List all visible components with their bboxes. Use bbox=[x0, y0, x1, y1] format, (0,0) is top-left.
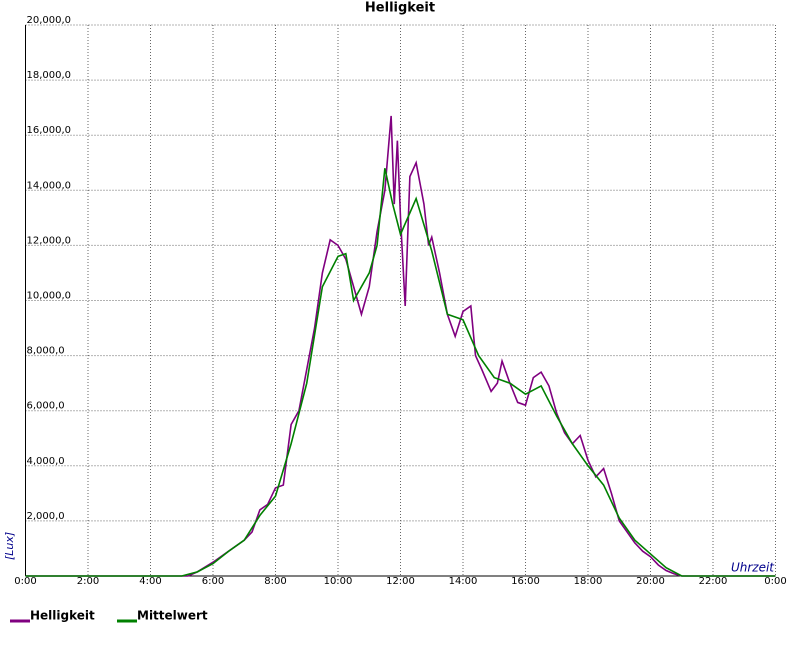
x-tick-label: 2:00 bbox=[77, 576, 99, 587]
x-tick-label: 14:00 bbox=[449, 576, 478, 587]
y-tick-label: 18,000,0 bbox=[27, 70, 72, 81]
y-tick-label: 8,000,0 bbox=[27, 346, 65, 357]
x-tick-label: 0:00 bbox=[14, 576, 36, 587]
x-tick-label: 12:00 bbox=[386, 576, 415, 587]
x-tick-label: 22:00 bbox=[699, 576, 728, 587]
x-tick-label: 18:00 bbox=[574, 576, 603, 587]
y-tick-label: 14,000,0 bbox=[27, 180, 72, 191]
legend-label: Mittelwert bbox=[137, 609, 208, 623]
x-tick-label: 4:00 bbox=[139, 576, 161, 587]
line-series bbox=[25, 168, 776, 577]
x-tick-label: 8:00 bbox=[264, 576, 286, 587]
x-axis-label: Uhrzeit bbox=[731, 561, 775, 575]
x-tick-label: 16:00 bbox=[511, 576, 540, 587]
x-tick-label: 0:00 bbox=[764, 576, 786, 587]
y-tick-label: 20,000,0 bbox=[27, 15, 72, 26]
y-axis-label: [Lux] bbox=[3, 532, 16, 560]
x-tick-label: 6:00 bbox=[202, 576, 224, 587]
x-tick-label: 10:00 bbox=[324, 576, 353, 587]
y-tick-label: 16,000,0 bbox=[27, 125, 72, 136]
y-tick-label: 12,000,0 bbox=[27, 235, 72, 246]
line-series bbox=[25, 115, 776, 577]
x-tick-label: 20:00 bbox=[636, 576, 665, 587]
y-tick-label: 6,000,0 bbox=[27, 401, 65, 412]
y-tick-label: 2,000,0 bbox=[27, 511, 65, 522]
y-tick-label: 10,000,0 bbox=[27, 291, 72, 302]
legend-label: Helligkeit bbox=[30, 609, 95, 623]
chart-title: Helligkeit bbox=[365, 1, 435, 16]
y-tick-label: 4,000,0 bbox=[27, 456, 65, 467]
